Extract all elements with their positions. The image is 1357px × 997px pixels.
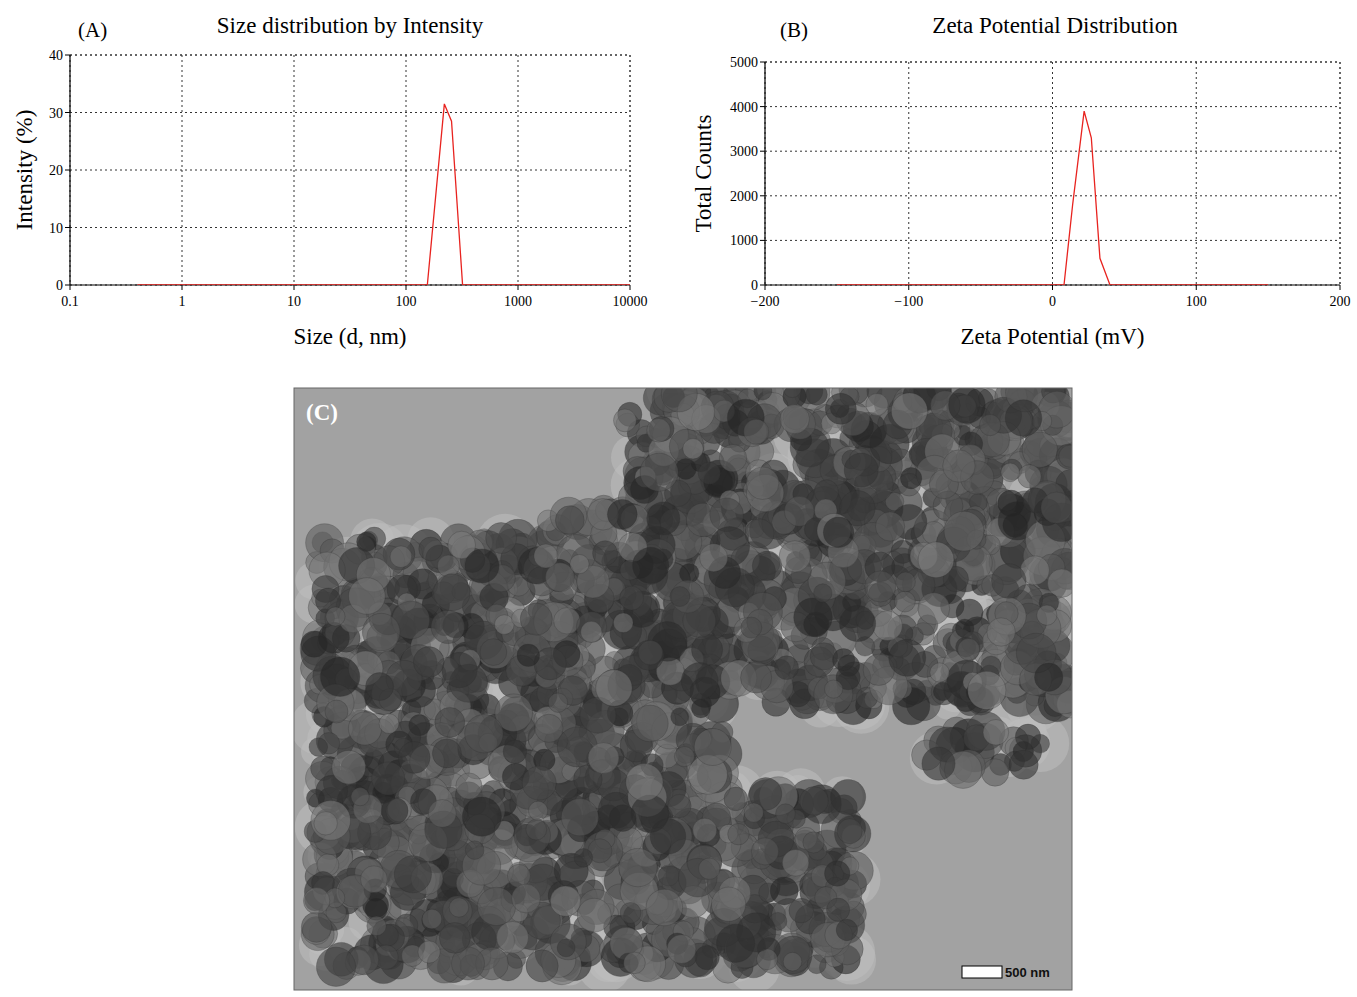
grid-line [908, 62, 909, 285]
y-tick [65, 285, 70, 286]
x-tick [294, 285, 295, 290]
x-tick [70, 285, 71, 290]
y-tick-label: 10 [49, 221, 63, 236]
x-tick-label: 10 [287, 294, 301, 309]
tem-background [294, 388, 1072, 990]
y-tick [760, 62, 765, 63]
x-tick-label: 100 [1186, 294, 1207, 309]
tem-image: (C)500 nm [291, 363, 1099, 993]
grid-line [70, 112, 630, 113]
grid-line [765, 151, 1340, 152]
x-axis-title: Zeta Potential (mV) [961, 324, 1145, 349]
x-tick [765, 285, 766, 290]
x-tick [1052, 285, 1053, 290]
grid-line [1052, 62, 1053, 285]
grid-line [70, 170, 630, 171]
tem-particle [596, 670, 633, 707]
y-tick-label: 0 [751, 278, 758, 293]
tem-particle [774, 936, 812, 974]
plot-area [837, 111, 1268, 285]
grid-line [765, 62, 1340, 63]
data-line [837, 111, 1268, 285]
panel-label: (A) [78, 18, 107, 42]
x-tick [518, 285, 519, 290]
x-tick [1340, 285, 1341, 290]
y-tick [760, 285, 765, 286]
y-tick-label: 3000 [730, 144, 758, 159]
x-tick-label: 100 [396, 294, 417, 309]
x-tick-label: 200 [1330, 294, 1351, 309]
x-tick-label: 1 [179, 294, 186, 309]
y-tick-label: 30 [49, 106, 63, 121]
chart-panel: 0.1 1 10 100 1000 10000 0 10 20 30 40 Size distribu… [12, 13, 648, 349]
x-tick-label: 0.1 [61, 294, 79, 309]
y-tick [65, 55, 70, 56]
chart-title: Zeta Potential Distribution [932, 13, 1178, 38]
y-tick-label: 2000 [730, 189, 758, 204]
x-tick-label: 10000 [613, 294, 648, 309]
x-axis-title: Size (d, nm) [293, 324, 406, 349]
tem-particle [409, 715, 430, 736]
grid-line [765, 195, 1340, 196]
grid-line [518, 55, 519, 285]
grid-line [765, 62, 766, 285]
x-tick [1196, 285, 1197, 290]
y-axis-title: Intensity (%) [12, 110, 37, 231]
grid-line [1340, 62, 1341, 285]
x-tick-label: 0 [1049, 294, 1056, 309]
frame [630, 55, 631, 285]
tem-content [294, 388, 1072, 990]
grid-line [765, 240, 1340, 241]
grid-line [70, 55, 630, 56]
chart-title: Size distribution by Intensity [217, 13, 484, 38]
y-tick [760, 106, 765, 107]
y-tick [65, 170, 70, 171]
y-tick-label: 1000 [730, 233, 758, 248]
y-tick-label: 4000 [730, 100, 758, 115]
plot-area [137, 104, 630, 285]
x-tick-label: −100 [894, 294, 923, 309]
x-tick [182, 285, 183, 290]
x-tick [908, 285, 909, 290]
x-tick-label: 1000 [504, 294, 532, 309]
y-tick-label: 40 [49, 48, 63, 63]
grid-line [630, 55, 631, 285]
x-tick-label: −200 [751, 294, 780, 309]
frame [765, 62, 1340, 63]
y-tick [65, 227, 70, 228]
data-line [137, 104, 630, 285]
y-tick [760, 151, 765, 152]
y-axis [764, 62, 765, 285]
y-axis-title: Total Counts [691, 115, 716, 233]
grid-line [765, 106, 1340, 107]
frame [70, 55, 630, 56]
y-tick-label: 20 [49, 163, 63, 178]
frame [1340, 62, 1341, 285]
chart-panel: −200−1000100200010002000300040005000Zeta… [691, 13, 1350, 349]
grid-line [1196, 62, 1197, 285]
figure: 0.1110100100010000010203040Size distribu… [0, 0, 1357, 997]
y-tick-label: 0 [56, 278, 63, 293]
y-tick [65, 112, 70, 113]
grid-line [294, 55, 295, 285]
y-tick [760, 240, 765, 241]
y-tick-label: 5000 [730, 55, 758, 70]
x-tick [406, 285, 407, 290]
y-tick [760, 195, 765, 196]
panel-label: (B) [780, 18, 808, 42]
x-tick [630, 285, 631, 290]
grid-line [70, 227, 630, 228]
